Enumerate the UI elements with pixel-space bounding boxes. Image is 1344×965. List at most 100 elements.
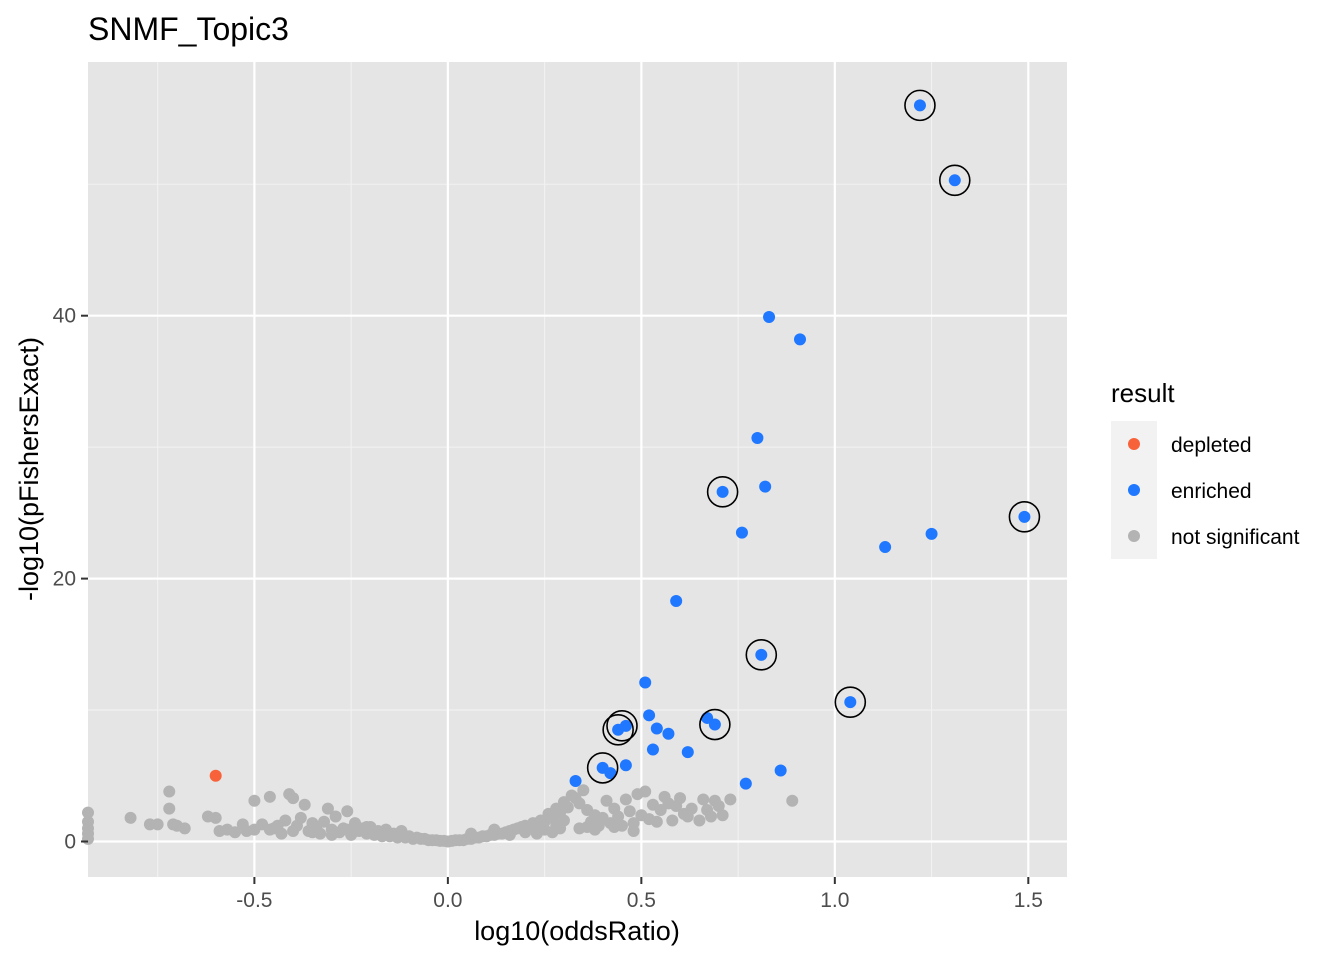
not-significant-point xyxy=(248,794,261,807)
not-significant-point xyxy=(674,792,687,805)
enriched-point xyxy=(844,696,857,709)
not-significant-point xyxy=(82,806,94,819)
depleted-point xyxy=(209,769,222,782)
highlight-ring xyxy=(1008,501,1041,533)
enriched-point xyxy=(612,723,625,736)
enriched-point xyxy=(759,480,772,493)
not-significant-point xyxy=(306,826,319,839)
not-significant-point xyxy=(693,814,706,827)
not-significant-point xyxy=(465,827,478,840)
not-significant-point xyxy=(82,832,94,845)
enriched-point xyxy=(650,722,663,735)
not-significant-point xyxy=(697,793,710,806)
not-significant-point xyxy=(329,810,342,823)
not-significant-point xyxy=(619,793,632,806)
not-significant-point xyxy=(325,828,338,841)
enriched-point xyxy=(670,594,683,607)
enriched-point xyxy=(619,759,632,772)
not-significant-point xyxy=(716,809,729,822)
enriched-point xyxy=(643,709,656,722)
y-tick-label: 0 xyxy=(64,831,76,854)
enriched-point xyxy=(763,311,776,324)
not-significant-point xyxy=(318,815,331,828)
legend-label-enriched: enriched xyxy=(1171,480,1252,503)
enriched-point xyxy=(755,648,768,661)
enriched-point xyxy=(646,743,659,756)
enriched-point xyxy=(735,526,748,539)
legend-label-not-significant: not significant xyxy=(1171,526,1300,549)
enriched-point xyxy=(879,541,892,554)
not-significant-point xyxy=(650,815,663,828)
enriched-point xyxy=(604,767,617,780)
highlight-ring xyxy=(602,713,634,746)
not-significant-point xyxy=(341,823,354,836)
not-significant-point xyxy=(639,785,652,798)
not-significant-point xyxy=(724,793,737,806)
enriched-point xyxy=(739,777,752,790)
enriched-point xyxy=(681,746,694,759)
enriched-point xyxy=(948,174,961,187)
not-significant-point xyxy=(554,822,567,835)
enriched-point xyxy=(1018,510,1031,523)
y-axis: 0 20 40 xyxy=(53,305,88,854)
highlight-ring xyxy=(706,476,739,508)
highlight-ring xyxy=(904,89,936,122)
legend: result depleted enriched not significant xyxy=(1111,378,1300,559)
not-significant-point xyxy=(577,784,590,797)
not-significant-point xyxy=(519,826,532,839)
not-significant-point xyxy=(294,811,307,824)
legend-label-depleted: depleted xyxy=(1171,434,1252,457)
y-tick-label: 40 xyxy=(53,305,76,328)
enriched-point xyxy=(794,333,806,346)
highlight-ring xyxy=(834,686,867,718)
not-significant-point xyxy=(263,790,276,803)
not-significant-point xyxy=(786,794,799,807)
not-significant-point xyxy=(705,810,717,823)
highlight-rings xyxy=(586,89,1041,784)
not-significant-point xyxy=(623,805,636,818)
not-significant-point xyxy=(608,821,621,834)
enriched-point xyxy=(662,727,675,740)
y-tick-label: 20 xyxy=(53,568,76,591)
not-significant-point xyxy=(360,821,373,834)
legend-entries: depleted enriched not significant xyxy=(1111,421,1300,559)
data-points xyxy=(82,99,1031,848)
minor-grid xyxy=(88,62,1067,877)
not-significant-point xyxy=(685,802,698,815)
x-tick-label: -0.5 xyxy=(236,889,272,912)
not-significant-point xyxy=(612,810,625,823)
chart-title: SNMF_Topic3 xyxy=(88,11,289,47)
not-significant-point xyxy=(271,819,284,832)
y-axis-label: -log10(pFishersExact) xyxy=(14,337,44,601)
enriched-point xyxy=(716,485,729,498)
not-significant-point xyxy=(163,802,176,815)
not-significant-point xyxy=(298,798,311,811)
highlight-ring xyxy=(606,710,638,742)
x-axis: -0.5 0.0 0.5 1.0 1.5 xyxy=(236,877,1043,912)
highlight-ring xyxy=(938,164,971,197)
not-significant-point xyxy=(209,811,222,824)
not-significant-point xyxy=(379,823,392,836)
not-significant-point xyxy=(163,785,176,798)
not-significant-point xyxy=(588,823,601,836)
enriched-point xyxy=(708,718,721,731)
legend-title: result xyxy=(1111,378,1175,408)
enriched-point xyxy=(925,527,938,540)
not-significant-point xyxy=(124,811,137,824)
not-significant-point xyxy=(600,794,613,807)
not-significant-point xyxy=(395,824,408,837)
enriched-point xyxy=(774,764,787,777)
highlight-ring xyxy=(745,639,778,671)
highlight-ring xyxy=(586,752,619,784)
enriched-point xyxy=(913,99,926,112)
not-significant-point xyxy=(712,800,725,813)
not-significant-point xyxy=(178,822,191,835)
highlight-ring xyxy=(699,708,731,741)
x-axis-label: log10(oddsRatio) xyxy=(474,916,680,946)
not-significant-point xyxy=(488,823,501,836)
major-grid xyxy=(88,62,1067,877)
not-significant-point xyxy=(287,824,300,837)
not-significant-point xyxy=(561,801,574,814)
